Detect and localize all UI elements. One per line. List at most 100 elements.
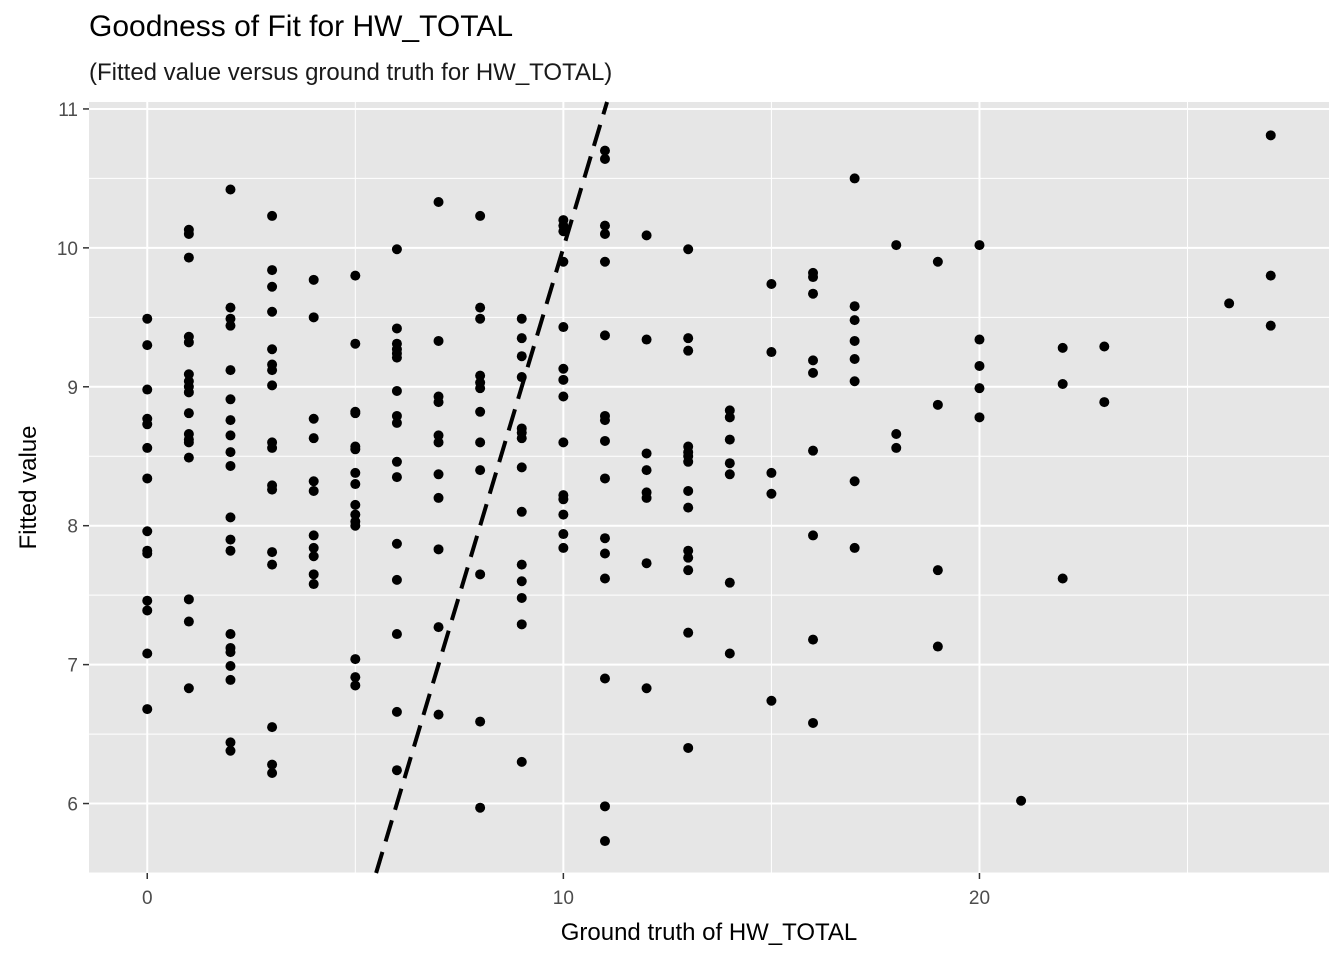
data-point	[891, 240, 902, 251]
data-point	[142, 384, 153, 395]
data-point	[558, 391, 569, 402]
data-point	[142, 419, 153, 430]
data-point	[683, 502, 694, 513]
data-point	[350, 408, 361, 419]
data-point	[225, 674, 236, 685]
y-tick-label: 11	[58, 100, 78, 121]
data-point	[433, 469, 444, 480]
data-point	[267, 281, 278, 292]
tick-labels: 0 10 20 6 7 8 9 10 11	[57, 100, 990, 909]
data-point	[558, 322, 569, 333]
data-point	[350, 479, 361, 490]
data-point	[433, 335, 444, 346]
data-point	[766, 278, 777, 289]
data-point	[267, 547, 278, 558]
data-point	[516, 462, 527, 473]
data-point	[808, 445, 819, 456]
data-point	[350, 338, 361, 349]
data-point	[183, 408, 194, 419]
data-point	[267, 767, 278, 778]
data-point	[267, 722, 278, 733]
data-point	[1099, 397, 1110, 408]
data-point	[974, 383, 985, 394]
data-point	[183, 437, 194, 448]
data-point	[516, 506, 527, 517]
data-point	[350, 680, 361, 691]
data-point	[391, 323, 402, 334]
data-point	[808, 717, 819, 728]
data-point	[267, 265, 278, 276]
data-point	[516, 433, 527, 444]
data-point	[558, 509, 569, 520]
data-point	[391, 706, 402, 717]
data-point	[599, 153, 610, 164]
data-point	[683, 545, 694, 556]
data-point	[183, 228, 194, 239]
data-point	[391, 456, 402, 467]
data-point	[1224, 298, 1235, 309]
data-point	[308, 312, 319, 323]
x-tick-label: 10	[553, 888, 574, 909]
data-point	[142, 605, 153, 616]
data-point	[724, 648, 735, 659]
data-point	[599, 473, 610, 484]
data-point	[391, 574, 402, 585]
data-point	[599, 330, 610, 341]
data-point	[849, 173, 860, 184]
data-point	[1057, 573, 1068, 584]
data-point	[433, 492, 444, 503]
data-point	[849, 376, 860, 387]
data-point	[267, 210, 278, 221]
data-point	[267, 559, 278, 570]
data-point	[683, 244, 694, 255]
y-tick-label: 9	[67, 378, 78, 399]
data-point	[475, 302, 486, 313]
data-point	[183, 252, 194, 263]
data-point	[599, 673, 610, 684]
data-point	[142, 704, 153, 715]
data-point	[267, 344, 278, 355]
data-point	[599, 256, 610, 267]
data-point	[849, 354, 860, 364]
data-point	[183, 616, 194, 627]
data-point	[475, 406, 486, 417]
data-point	[225, 447, 236, 458]
data-point	[225, 365, 236, 376]
data-point	[1265, 320, 1276, 331]
data-points	[142, 130, 1276, 847]
data-point	[350, 654, 361, 665]
data-point	[225, 545, 236, 556]
data-point	[475, 437, 486, 448]
data-point	[891, 442, 902, 453]
minor-gridlines	[89, 102, 1329, 874]
data-point	[932, 399, 943, 410]
data-point	[183, 683, 194, 694]
chart-title: Goodness of Fit for HW_TOTAL	[89, 10, 514, 43]
data-point	[891, 429, 902, 440]
data-point	[350, 270, 361, 281]
data-point	[308, 274, 319, 285]
data-point	[766, 347, 777, 358]
data-point	[808, 634, 819, 645]
data-point	[142, 442, 153, 453]
data-point	[558, 374, 569, 385]
data-point	[766, 488, 777, 499]
data-point	[350, 520, 361, 531]
data-point	[142, 526, 153, 537]
data-point	[391, 244, 402, 255]
data-point	[267, 442, 278, 453]
data-point	[599, 145, 610, 156]
data-point	[142, 648, 153, 659]
data-point	[724, 434, 735, 445]
data-point	[475, 569, 486, 580]
data-point	[391, 538, 402, 549]
data-point	[558, 529, 569, 540]
data-point	[433, 544, 444, 555]
data-point	[516, 619, 527, 630]
data-point	[974, 334, 985, 345]
data-point	[391, 410, 402, 421]
data-point	[225, 394, 236, 405]
data-point	[516, 592, 527, 603]
data-point	[1265, 130, 1276, 141]
